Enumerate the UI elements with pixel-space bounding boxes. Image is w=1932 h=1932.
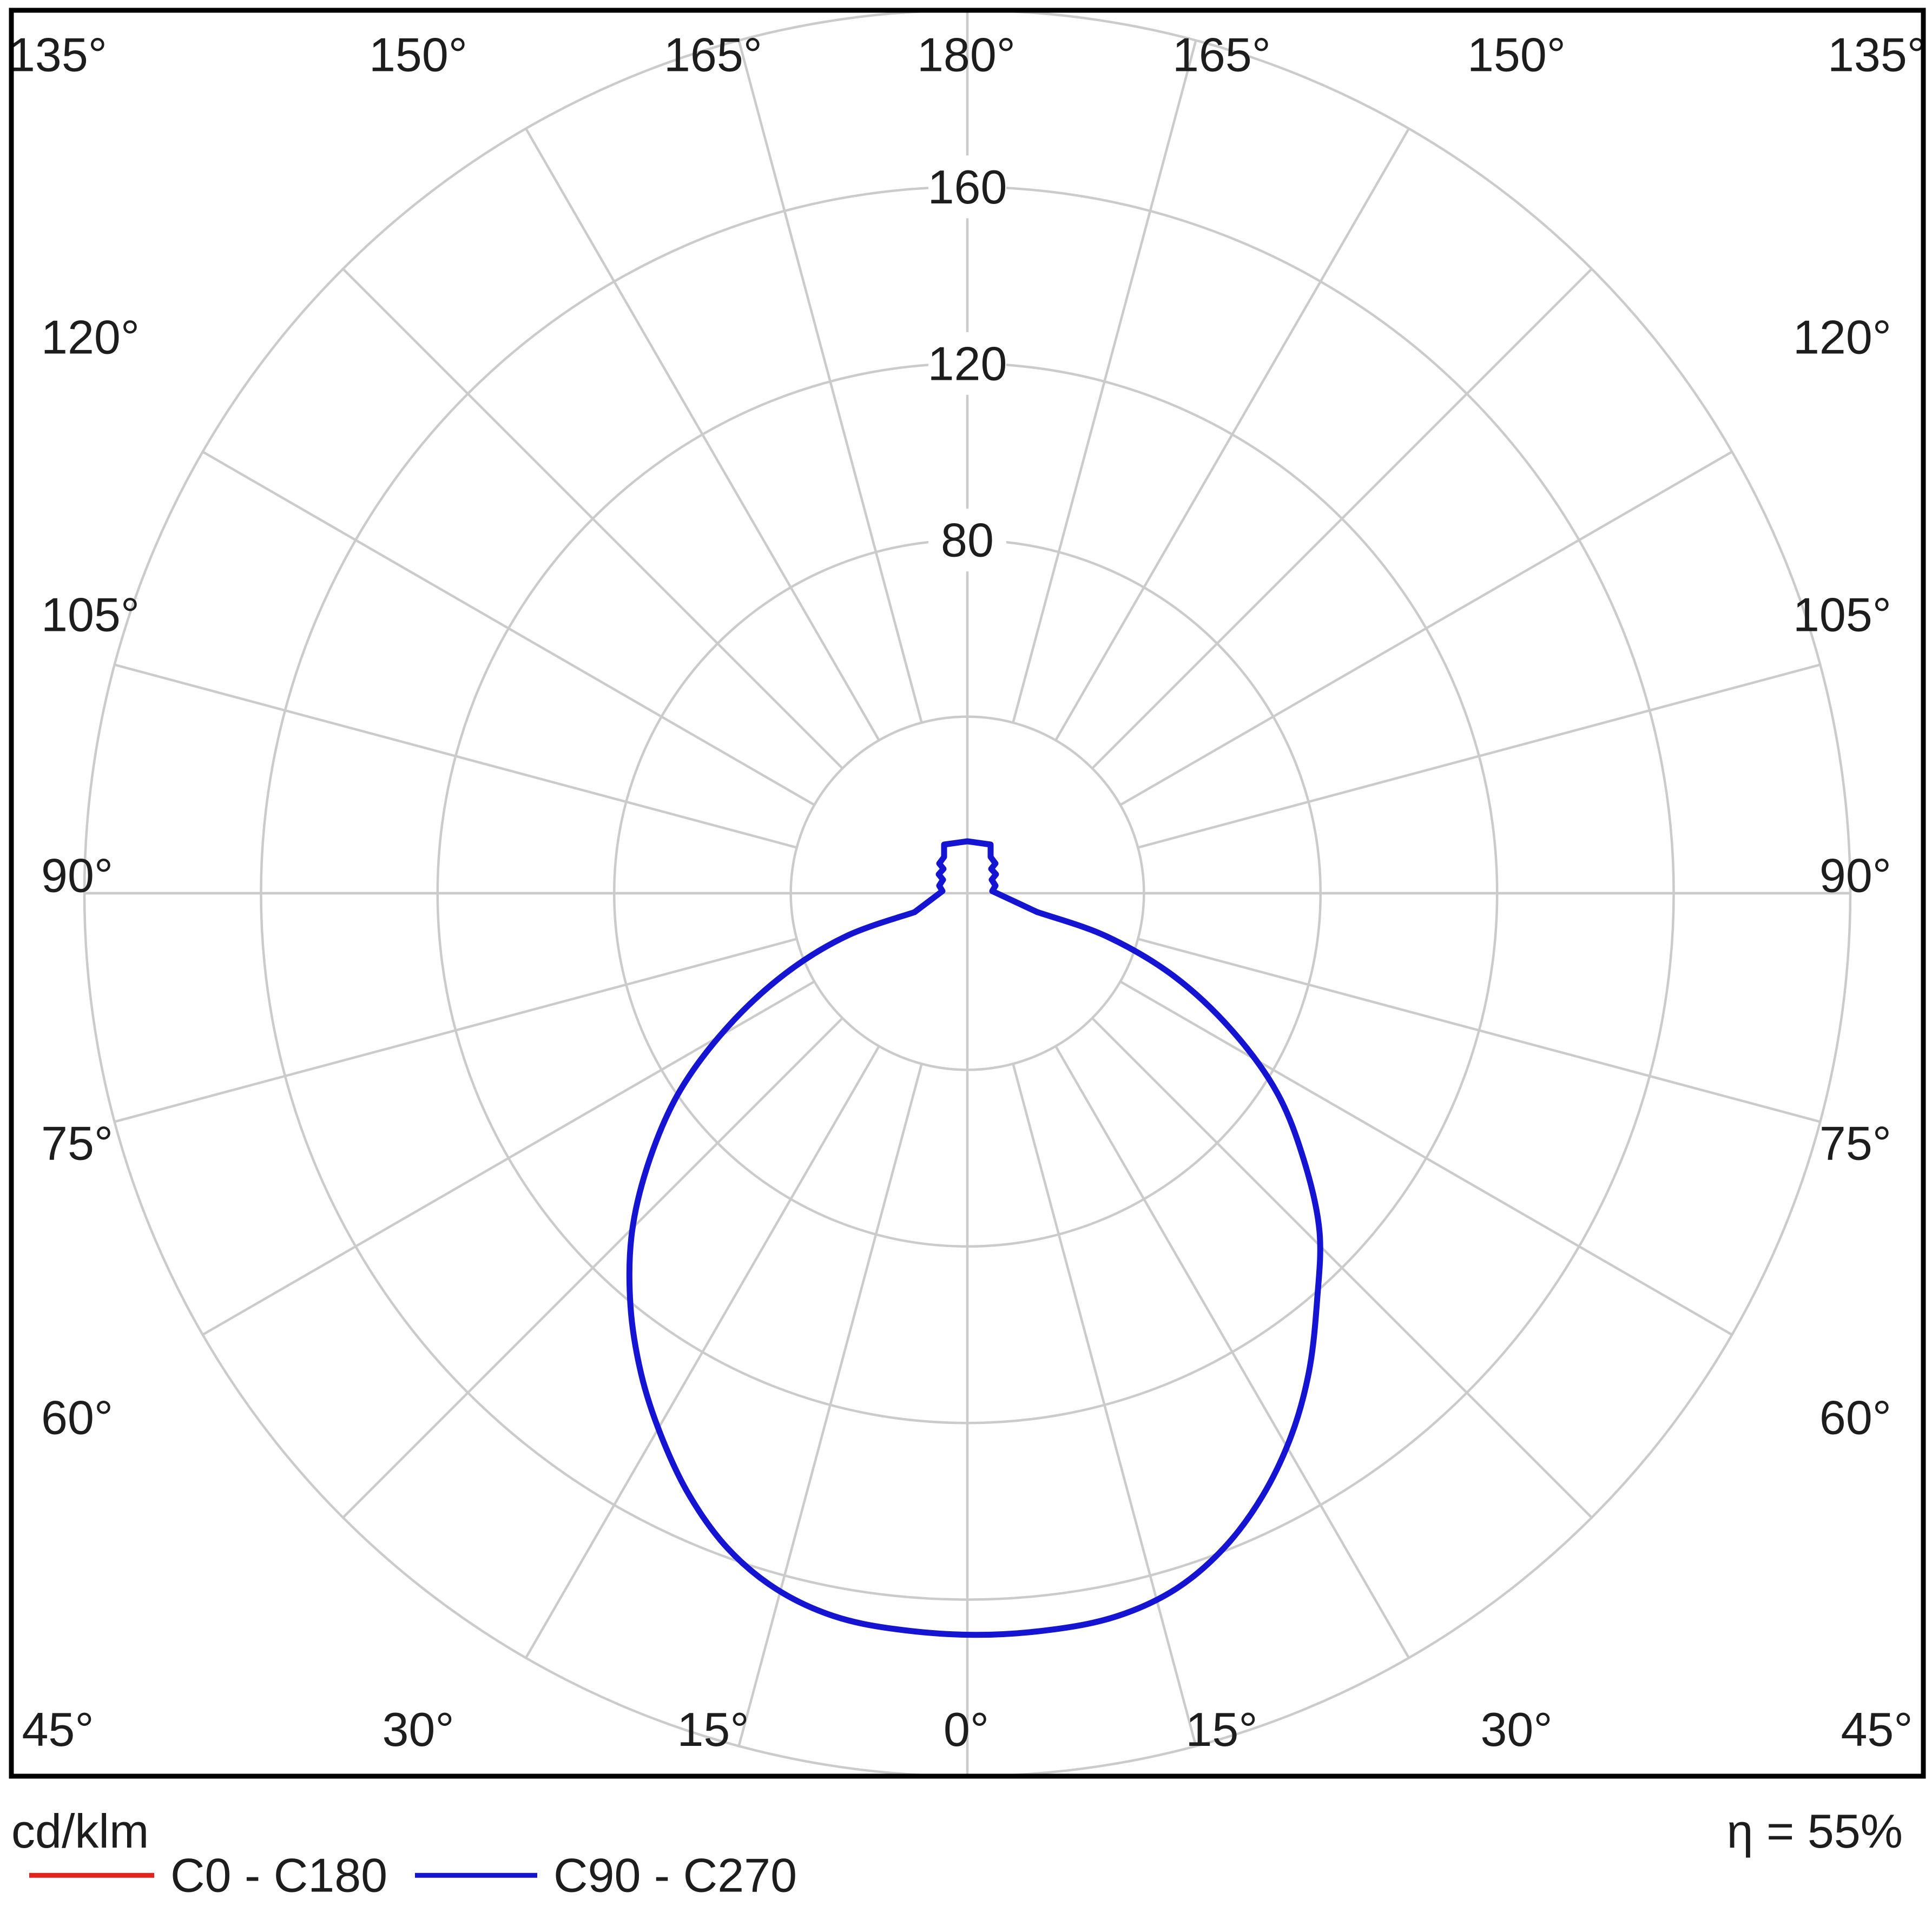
svg-text:105°: 105° <box>41 588 140 642</box>
svg-text:C0 - C180: C0 - C180 <box>170 1849 387 1902</box>
svg-text:45°: 45° <box>22 1703 94 1756</box>
svg-text:75°: 75° <box>41 1117 113 1170</box>
svg-text:120°: 120° <box>1793 311 1891 364</box>
svg-text:60°: 60° <box>1819 1391 1891 1445</box>
svg-text:165°: 165° <box>1172 28 1271 82</box>
svg-text:150°: 150° <box>369 28 467 82</box>
svg-text:30°: 30° <box>382 1703 454 1756</box>
svg-text:165°: 165° <box>664 28 762 82</box>
svg-text:150°: 150° <box>1467 28 1566 82</box>
svg-text:105°: 105° <box>1793 588 1891 642</box>
svg-text:135°: 135° <box>1828 28 1926 82</box>
svg-text:180°: 180° <box>917 28 1016 82</box>
svg-text:90°: 90° <box>41 849 113 902</box>
svg-text:75°: 75° <box>1819 1117 1891 1170</box>
svg-text:0°: 0° <box>944 1703 989 1756</box>
svg-text:15°: 15° <box>1185 1703 1257 1756</box>
svg-text:160: 160 <box>928 160 1007 214</box>
svg-text:C90 - C270: C90 - C270 <box>553 1849 797 1902</box>
svg-text:90°: 90° <box>1819 849 1891 902</box>
svg-text:60°: 60° <box>41 1391 113 1445</box>
svg-text:15°: 15° <box>677 1703 749 1756</box>
svg-text:120: 120 <box>928 337 1007 390</box>
svg-text:120°: 120° <box>41 311 140 364</box>
svg-text:45°: 45° <box>1841 1703 1913 1756</box>
svg-text:30°: 30° <box>1480 1703 1552 1756</box>
svg-text:η = 55%: η = 55% <box>1727 1804 1903 1858</box>
svg-text:135°: 135° <box>9 28 107 82</box>
svg-text:80: 80 <box>941 513 994 567</box>
svg-text:cd/klm: cd/klm <box>11 1804 149 1858</box>
